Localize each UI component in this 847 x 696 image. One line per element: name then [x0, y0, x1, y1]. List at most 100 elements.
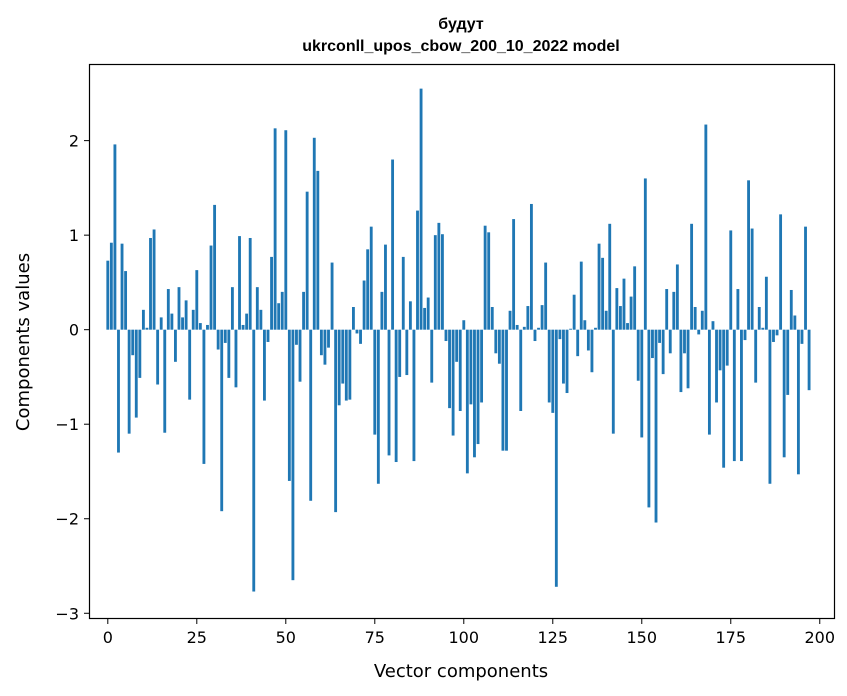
bar-81 [394, 329, 398, 463]
bar-94 [441, 234, 444, 330]
y-axis-ticks: −3 −2 −1 0 1 2 [55, 132, 90, 623]
bar-161 [679, 329, 683, 393]
bar-62 [327, 329, 330, 348]
bar-64 [334, 329, 338, 513]
bar-149 [636, 329, 640, 381]
bar-188 [775, 329, 779, 336]
bar-195 [800, 329, 804, 344]
x-tick-label: 25 [187, 628, 207, 647]
bar-166 [697, 329, 701, 335]
bar-187 [772, 329, 775, 342]
bar-185 [764, 276, 768, 330]
bar-159 [672, 291, 676, 330]
bar-78 [384, 244, 387, 330]
bar-92 [433, 235, 437, 330]
bar-73 [366, 249, 370, 330]
bar-53 [295, 329, 298, 345]
bar-19 [174, 329, 177, 362]
bar-85 [408, 301, 412, 330]
bar-111 [501, 329, 505, 451]
bar-29 [209, 245, 213, 330]
x-axis-ticks: 0 25 50 75 100 125 150 175 200 [103, 618, 835, 647]
bar-132 [576, 329, 580, 357]
bar-130 [569, 328, 572, 330]
y-tick-label: 2 [69, 132, 79, 151]
bar-191 [786, 329, 790, 395]
x-tick-label: 0 [103, 628, 113, 647]
x-tick-label: 150 [626, 628, 657, 647]
bar-17 [166, 289, 170, 330]
bar-51 [287, 329, 291, 481]
bar-104 [476, 329, 480, 445]
bar-123 [544, 262, 548, 330]
bar-1 [109, 242, 113, 330]
bar-163 [686, 329, 690, 389]
bar-76 [376, 329, 380, 484]
bar-131 [572, 294, 576, 330]
bar-142 [611, 329, 615, 434]
y-tick-label: −3 [55, 604, 79, 623]
bar-97 [451, 329, 455, 436]
bar-124 [547, 329, 551, 403]
bar-23 [188, 329, 192, 400]
bar-60 [319, 329, 323, 356]
bar-176 [732, 329, 736, 462]
bar-168 [704, 124, 708, 330]
y-axis-label: Components values [13, 253, 34, 431]
chart-title: будут [438, 16, 484, 33]
bar-172 [718, 329, 722, 371]
bar-109 [494, 329, 498, 354]
bar-136 [590, 329, 594, 373]
bar-50 [284, 130, 288, 330]
bar-25 [195, 270, 199, 330]
bar-101 [465, 329, 469, 474]
bar-32 [220, 329, 224, 512]
bar-10 [141, 309, 145, 330]
x-tick-label: 100 [449, 628, 480, 647]
bar-177 [736, 289, 740, 330]
bar-165 [693, 307, 697, 330]
bar-113 [508, 310, 512, 330]
bar-196 [804, 226, 807, 330]
bar-91 [430, 329, 434, 383]
bar-37 [238, 236, 241, 330]
bar-15 [159, 317, 163, 330]
bar-59 [316, 170, 320, 330]
bar-11 [145, 327, 149, 330]
bar-57 [309, 329, 313, 501]
plot-frame [88, 63, 836, 620]
bar-153 [651, 329, 654, 359]
bar-45 [266, 329, 270, 342]
bar-71 [359, 329, 362, 344]
bar-96 [448, 329, 451, 409]
x-tick-label: 175 [715, 628, 746, 647]
bar-147 [629, 296, 633, 330]
bar-115 [515, 324, 519, 330]
bar-162 [683, 329, 686, 354]
bar-164 [690, 223, 694, 330]
bar-47 [273, 128, 277, 330]
bar-181 [750, 228, 754, 330]
bar-39 [245, 313, 249, 330]
bar-3 [117, 329, 120, 453]
bar-178 [740, 329, 743, 462]
bar-139 [601, 257, 605, 330]
bar-5 [124, 271, 128, 330]
bar-144 [618, 306, 622, 330]
bar-28 [206, 324, 209, 330]
bar-98 [455, 329, 459, 362]
bar-143 [615, 288, 619, 330]
bar-12 [149, 237, 152, 330]
bar-107 [487, 232, 491, 330]
bar-4 [120, 243, 124, 330]
bar-100 [462, 320, 466, 330]
bar-155 [658, 329, 661, 343]
bar-99 [458, 329, 462, 411]
bar-174 [725, 329, 729, 366]
bar-20 [177, 287, 181, 330]
bar-90 [426, 297, 430, 330]
bar-156 [661, 329, 665, 375]
bar-88 [419, 88, 423, 330]
bar-160 [675, 264, 679, 330]
bar-77 [380, 291, 384, 330]
